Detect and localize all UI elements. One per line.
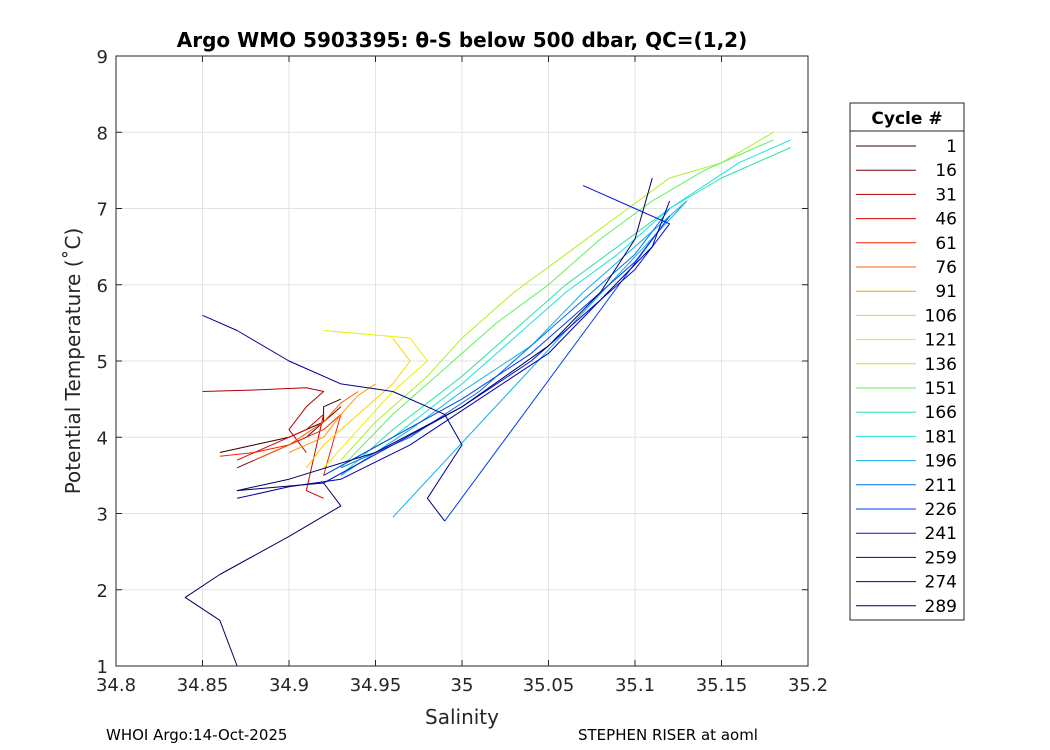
legend: Cycle # 11631466176911061211361511661811… <box>849 102 965 621</box>
legend-label: 181 <box>925 427 957 447</box>
legend-entries: 1 16 31 46 61 76 91 106 121 136 151 166 181 196 211 226… <box>856 137 957 617</box>
legend-label: 211 <box>925 476 957 496</box>
y-tick-label: 7 <box>97 200 108 221</box>
legend-label: 61 <box>935 234 957 254</box>
y-axis-label: Potential Temperature (˚C) <box>61 228 85 495</box>
x-tick-labels: 34.8 34.85 34.9 34.95 35 35.05 35.1 35.15 35.2 <box>96 675 828 696</box>
legend-label: 31 <box>935 185 957 205</box>
y-tick-label: 2 <box>97 581 108 602</box>
y-tick-labels: 1 2 3 4 5 6 7 8 9 <box>97 47 108 678</box>
series-line-cycle-181 <box>323 139 791 476</box>
y-tick-label: 9 <box>97 47 108 68</box>
series-line-cycle-289 <box>184 177 653 667</box>
series-line-cycle-136 <box>340 131 774 461</box>
legend-label: 1 <box>946 137 957 157</box>
y-tick-label: 8 <box>97 123 108 144</box>
y-tick-label: 4 <box>97 428 108 449</box>
x-tick-label: 34.85 <box>177 675 229 696</box>
x-tick-label: 35.1 <box>615 675 655 696</box>
legend-label: 76 <box>935 258 957 278</box>
x-tick-label: 35.2 <box>788 675 828 696</box>
series-line-cycle-241 <box>323 185 671 484</box>
series-layer <box>184 131 791 667</box>
legend-box <box>849 102 965 621</box>
series-line-cycle-91 <box>288 383 376 453</box>
x-tick-label: 34.8 <box>96 675 136 696</box>
legend-label: 274 <box>925 573 957 593</box>
legend-label: 136 <box>925 355 957 375</box>
legend-label: 151 <box>925 379 957 399</box>
series-line-cycle-121 <box>323 330 428 469</box>
x-tick-label: 35.05 <box>523 675 575 696</box>
legend-label: 196 <box>925 452 957 472</box>
y-tick-label: 1 <box>97 657 108 678</box>
legend-label: 16 <box>935 161 957 181</box>
plot-frame <box>115 55 809 667</box>
legend-label: 106 <box>925 306 957 326</box>
series-line-cycle-274 <box>202 314 463 522</box>
series-line-cycle-211 <box>340 208 670 469</box>
x-tick-label: 35.15 <box>696 675 748 696</box>
footer-author: STEPHEN RISER at aoml <box>578 726 758 744</box>
series-line-cycle-106 <box>305 337 411 469</box>
legend-label: 166 <box>925 403 957 423</box>
legend-title: Cycle # <box>871 109 942 129</box>
x-tick-label: 34.95 <box>350 675 402 696</box>
x-tick-label: 35 <box>451 675 474 696</box>
legend-label: 46 <box>935 210 957 230</box>
series-line-cycle-166 <box>340 147 791 476</box>
footer-source: WHOI Argo:14-Oct-2025 <box>106 726 288 744</box>
legend-label: 91 <box>935 282 957 302</box>
y-tick-label: 6 <box>97 276 108 297</box>
legend-label: 121 <box>925 331 957 351</box>
x-axis-label: Salinity <box>425 705 499 729</box>
series-line-cycle-31 <box>202 387 325 453</box>
series-line-cycle-76 <box>254 391 359 461</box>
legend-label: 259 <box>925 548 957 568</box>
x-tick-label: 34.9 <box>269 675 309 696</box>
y-tick-label: 3 <box>97 505 108 526</box>
series-line-cycle-61 <box>219 413 342 476</box>
chart-title: Argo WMO 5903395: θ-S below 500 dbar, QC… <box>177 28 747 52</box>
legend-label: 226 <box>925 500 957 520</box>
series-line-cycle-46 <box>236 413 325 499</box>
legend-label: 289 <box>925 597 957 617</box>
series-line-cycle-226 <box>323 215 671 522</box>
legend-label: 241 <box>925 524 957 544</box>
y-tick-label: 5 <box>97 352 108 373</box>
